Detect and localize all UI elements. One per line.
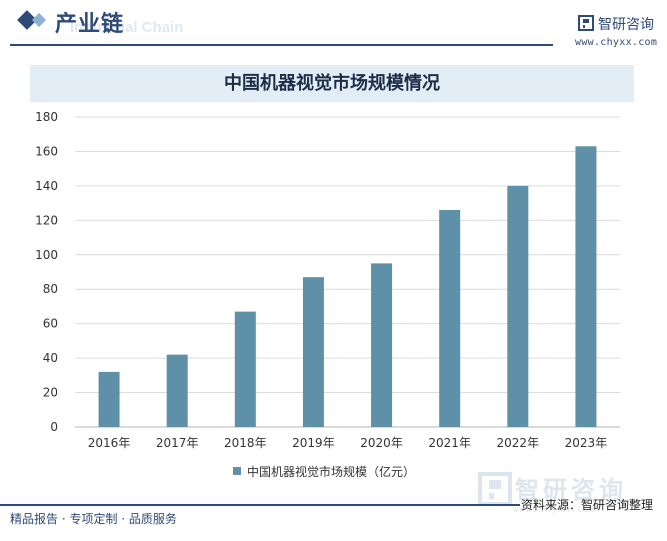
- brand-name: 智研咨询: [598, 17, 654, 33]
- y-tick-label: 60: [43, 317, 58, 331]
- x-tick-label: 2021年: [428, 436, 471, 450]
- source-note: 资料来源：智研咨询整理: [520, 498, 653, 512]
- chart-title-band: 中国机器视觉市场规模情况: [30, 65, 634, 102]
- y-tick-label: 180: [35, 110, 58, 124]
- footer-tagline: 精品报告 · 专项定制 · 品质服务: [10, 512, 177, 526]
- footer-divider: [0, 504, 520, 506]
- x-tick-label: 2020年: [360, 436, 403, 450]
- bar: [166, 354, 188, 427]
- bar: [439, 210, 461, 427]
- y-tick-label: 20: [43, 386, 58, 400]
- brand-logo-icon: [578, 15, 594, 31]
- x-tick-label: 2022年: [497, 436, 540, 450]
- bar: [234, 311, 256, 427]
- section-title: 产业链: [55, 12, 125, 37]
- y-tick-label: 140: [35, 179, 58, 193]
- section-watermark: Industrial Chain: [70, 19, 184, 36]
- x-tick-label: 2017年: [156, 436, 199, 450]
- y-tick-label: 100: [35, 248, 58, 262]
- y-tick-label: 0: [50, 420, 58, 434]
- bar: [575, 146, 597, 427]
- x-tick-label: 2018年: [224, 436, 267, 450]
- brand-url: www.chyxx.com: [575, 37, 658, 48]
- x-tick-label: 2016年: [88, 436, 131, 450]
- bar: [302, 277, 324, 427]
- legend-swatch: [233, 467, 241, 475]
- legend-label: 中国机器视觉市场规模（亿元）: [247, 464, 416, 479]
- header-divider: [10, 44, 553, 46]
- header: Industrial Chain 产业链 智研咨询 www.chyxx.com: [0, 0, 667, 48]
- watermark-url: www.chyxx.com: [513, 505, 597, 515]
- y-tick-label: 120: [35, 213, 58, 227]
- chart-legend: 中国机器视觉市场规模（亿元）: [233, 463, 415, 479]
- chart-title: 中国机器视觉市场规模情况: [224, 73, 440, 94]
- watermark-logo-icon: [478, 472, 512, 506]
- watermark-name: 智研咨询: [515, 476, 627, 504]
- bar: [98, 371, 120, 427]
- x-tick-label: 2023年: [565, 436, 608, 450]
- y-tick-label: 80: [43, 282, 58, 296]
- bar: [507, 185, 529, 427]
- x-tick-label: 2019年: [292, 436, 335, 450]
- y-tick-label: 160: [35, 144, 58, 158]
- y-tick-label: 40: [43, 351, 58, 365]
- bar: [371, 263, 393, 427]
